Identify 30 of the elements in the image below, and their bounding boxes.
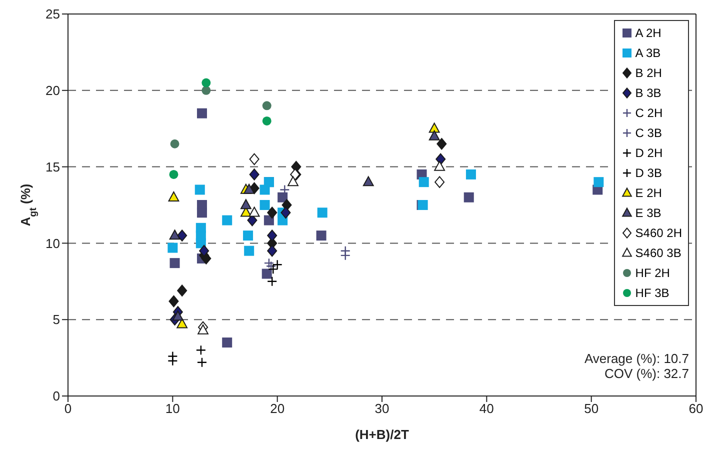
legend-label: S460 3B: [635, 246, 682, 260]
annotation: Average (%): 10.7: [584, 351, 689, 366]
legend-label: HF 3B: [635, 286, 670, 300]
y-tick-label: 25: [46, 6, 60, 22]
x-tick-label: 50: [584, 401, 599, 416]
legend-label: D 2H: [635, 146, 663, 160]
x-tick-label: 0: [64, 401, 72, 416]
legend-label: A 2H: [635, 26, 662, 40]
x-axis-title: (H+B)/2T: [355, 427, 409, 442]
annotation: COV (%): 32.7: [603, 366, 689, 381]
legend-label: D 3B: [635, 166, 662, 180]
y-tick-label: 5: [52, 312, 60, 328]
y-tick-label: 10: [46, 236, 60, 251]
x-tick-label: 60: [688, 401, 704, 416]
y-tick-label: 20: [46, 83, 60, 98]
legend-label: C 3B: [635, 126, 662, 140]
legend-label: HF 2H: [635, 266, 670, 280]
legend-label: C 2H: [635, 106, 663, 120]
legend-label: S460 2H: [635, 226, 682, 240]
legend-label: E 2H: [635, 186, 662, 200]
y-tick-label: 0: [52, 388, 60, 404]
x-tick-label: 20: [270, 401, 285, 416]
x-tick-label: 10: [165, 401, 180, 416]
x-tick-label: 30: [374, 401, 390, 416]
legend-label: B 3B: [635, 86, 662, 100]
legend-label: E 3B: [635, 206, 662, 220]
y-tick-label: 15: [46, 159, 60, 174]
legend-label: A 3B: [635, 46, 661, 60]
x-tick-label: 40: [479, 401, 494, 416]
legend-label: B 2H: [635, 66, 662, 80]
